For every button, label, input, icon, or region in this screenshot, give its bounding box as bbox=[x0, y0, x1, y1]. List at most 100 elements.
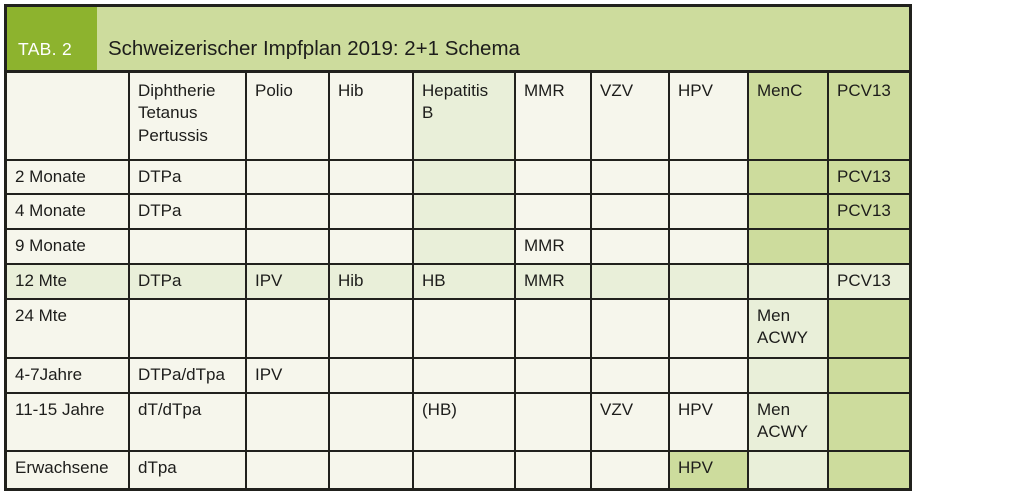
table-title-band: TAB. 2 Schweizerischer Impfplan 2019: 2+… bbox=[7, 7, 909, 73]
table-header-row: Diphtherie Tetanus Pertussis Polio Hib Hepa… bbox=[7, 73, 909, 159]
table-row: 9 Monate MMR bbox=[7, 228, 909, 263]
column-header-cell: MenC bbox=[747, 73, 827, 159]
table-cell bbox=[412, 359, 514, 392]
table-cell bbox=[412, 452, 514, 488]
row-label-cell: 11-15 Jahre bbox=[7, 394, 128, 450]
table-cell bbox=[245, 230, 328, 263]
table-title: Schweizerischer Impfplan 2019: 2+1 Schem… bbox=[108, 37, 520, 60]
table-cell: Men ACWY bbox=[747, 394, 827, 450]
table-cell bbox=[245, 452, 328, 488]
table-cell bbox=[668, 265, 747, 298]
table-cell bbox=[514, 359, 590, 392]
table-cell: (HB) bbox=[412, 394, 514, 450]
table-cell bbox=[328, 394, 412, 450]
table-cell: dT/dTpa bbox=[128, 394, 245, 450]
column-header-cell: VZV bbox=[590, 73, 668, 159]
table-cell bbox=[827, 300, 909, 357]
table-row: 11-15 Jahre dT/dTpa (HB) VZV HPV Men ACWY bbox=[7, 392, 909, 450]
table-cell bbox=[590, 230, 668, 263]
column-header-cell: PCV13 bbox=[827, 73, 909, 159]
table-cell: PCV13 bbox=[827, 161, 909, 193]
table-cell: DTPa bbox=[128, 161, 245, 193]
table-cell: HPV bbox=[668, 394, 747, 450]
table-cell bbox=[827, 394, 909, 450]
row-label-cell: 12 Mte bbox=[7, 265, 128, 298]
table-cell: DTPa bbox=[128, 195, 245, 228]
table-row: 4-7Jahre DTPa/dTpa IPV bbox=[7, 357, 909, 392]
table-cell bbox=[412, 300, 514, 357]
row-label-cell: 2 Monate bbox=[7, 161, 128, 193]
column-header-cell: Diphtherie Tetanus Pertussis bbox=[128, 73, 245, 159]
table-cell bbox=[128, 230, 245, 263]
table-cell: MMR bbox=[514, 265, 590, 298]
column-header-cell: MMR bbox=[514, 73, 590, 159]
table-cell bbox=[747, 230, 827, 263]
table-cell bbox=[668, 300, 747, 357]
table-cell: MMR bbox=[514, 230, 590, 263]
table-cell bbox=[514, 161, 590, 193]
table-cell bbox=[668, 195, 747, 228]
table-cell: PCV13 bbox=[827, 195, 909, 228]
table-cell bbox=[245, 300, 328, 357]
table-cell: PCV13 bbox=[827, 265, 909, 298]
table-cell bbox=[590, 452, 668, 488]
table-cell bbox=[514, 394, 590, 450]
table-cell bbox=[128, 300, 245, 357]
row-label-cell: 24 Mte bbox=[7, 300, 128, 357]
row-label-cell: 4-7Jahre bbox=[7, 359, 128, 392]
table-cell: IPV bbox=[245, 359, 328, 392]
table-row: 12 Mte DTPa IPV Hib HB MMR PCV13 bbox=[7, 263, 909, 298]
table-cell bbox=[590, 265, 668, 298]
table-cell: HB bbox=[412, 265, 514, 298]
table-cell bbox=[328, 195, 412, 228]
table-cell bbox=[514, 195, 590, 228]
column-header-cell bbox=[7, 73, 128, 159]
table-cell bbox=[668, 230, 747, 263]
table-cell bbox=[668, 359, 747, 392]
table-cell bbox=[412, 230, 514, 263]
table-cell bbox=[328, 300, 412, 357]
table-cell: DTPa bbox=[128, 265, 245, 298]
table-cell bbox=[827, 359, 909, 392]
table-cell bbox=[747, 161, 827, 193]
table-cell bbox=[514, 452, 590, 488]
table-cell bbox=[412, 195, 514, 228]
table-cell bbox=[747, 195, 827, 228]
column-header-cell: HPV bbox=[668, 73, 747, 159]
tab-badge: TAB. 2 bbox=[7, 7, 97, 70]
table-cell bbox=[590, 161, 668, 193]
impfplan-table-grid: Diphtherie Tetanus Pertussis Polio Hib Hepa… bbox=[7, 73, 909, 488]
table-row: Erwachsene dTpa HPV bbox=[7, 450, 909, 488]
table-cell bbox=[827, 452, 909, 488]
table-cell bbox=[747, 265, 827, 298]
table-cell bbox=[668, 161, 747, 193]
row-label-cell: 9 Monate bbox=[7, 230, 128, 263]
impfplan-table: TAB. 2 Schweizerischer Impfplan 2019: 2+… bbox=[4, 4, 912, 491]
table-cell: Hib bbox=[328, 265, 412, 298]
table-cell bbox=[827, 230, 909, 263]
table-cell bbox=[590, 195, 668, 228]
column-header-cell: Hepatitis B bbox=[412, 73, 514, 159]
column-header-cell: Hib bbox=[328, 73, 412, 159]
table-cell bbox=[590, 300, 668, 357]
table-cell: Men ACWY bbox=[747, 300, 827, 357]
table-cell bbox=[590, 359, 668, 392]
table-cell bbox=[328, 452, 412, 488]
table-cell: IPV bbox=[245, 265, 328, 298]
table-row: 4 Monate DTPa PCV13 bbox=[7, 193, 909, 228]
table-cell bbox=[245, 195, 328, 228]
row-label-cell: Erwachsene bbox=[7, 452, 128, 488]
table-cell bbox=[747, 359, 827, 392]
table-cell: HPV bbox=[668, 452, 747, 488]
row-label-cell: 4 Monate bbox=[7, 195, 128, 228]
table-cell bbox=[328, 230, 412, 263]
table-row: 24 Mte Men ACWY bbox=[7, 298, 909, 357]
table-cell bbox=[328, 161, 412, 193]
table-row: 2 Monate DTPa PCV13 bbox=[7, 159, 909, 193]
table-cell: VZV bbox=[590, 394, 668, 450]
table-cell bbox=[245, 394, 328, 450]
table-cell: dTpa bbox=[128, 452, 245, 488]
table-cell: DTPa/dTpa bbox=[128, 359, 245, 392]
table-cell bbox=[747, 452, 827, 488]
table-cell bbox=[245, 161, 328, 193]
